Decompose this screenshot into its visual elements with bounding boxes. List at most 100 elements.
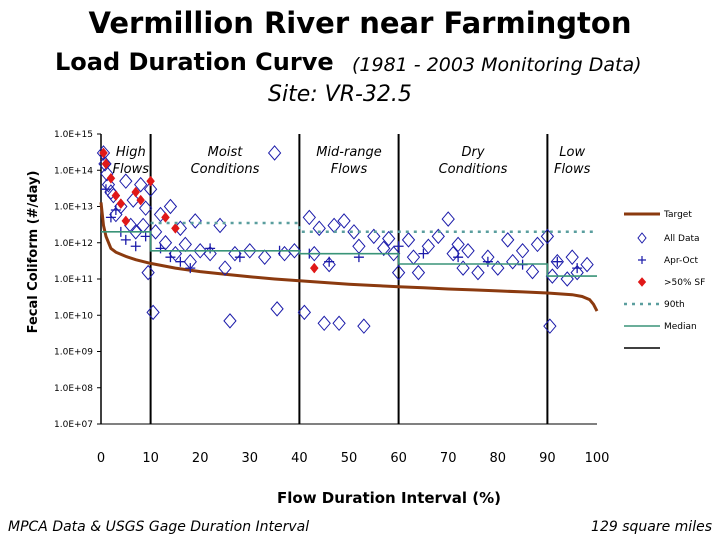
data-point-all — [391, 264, 406, 281]
data-point-apr-oct — [100, 184, 111, 195]
x-axis-label: Flow Duration Interval (%) — [277, 489, 501, 507]
data-point-all — [441, 211, 455, 227]
series-line-90th — [150, 221, 597, 234]
data-point-all — [431, 228, 445, 245]
x-tick-label: 20 — [192, 451, 209, 466]
data-point-high-sf — [101, 158, 111, 170]
legend-median-label: Median — [664, 322, 697, 332]
data-point-all — [193, 243, 207, 259]
x-tick-label: 0 — [97, 451, 105, 466]
data-point-all — [377, 240, 391, 257]
y-tick-label: 1.0E+15 — [54, 130, 93, 140]
chart-title: Vermillion River near Farmington — [88, 6, 632, 40]
data-point-all — [491, 260, 505, 276]
legend-apr-oct-label: Apr-Oct — [664, 256, 699, 266]
legend-apr-oct-swatch — [638, 256, 646, 264]
x-tick-label: 30 — [242, 451, 259, 466]
chart-subtitle: Load Duration Curve — [55, 48, 334, 76]
data-point-all — [506, 253, 520, 270]
data-point-all — [307, 245, 321, 262]
data-point-all — [134, 176, 148, 193]
data-point-all — [312, 220, 326, 237]
zone-label: High — [116, 145, 146, 160]
data-point-all — [143, 181, 158, 197]
data-point-all — [570, 264, 584, 281]
zone-label: Flows — [113, 162, 150, 177]
data-point-all — [347, 224, 361, 240]
zone-label: Dry — [461, 145, 484, 160]
data-point-all — [163, 198, 178, 215]
x-tick-label: 60 — [390, 451, 407, 466]
data-point-all — [277, 245, 292, 262]
data-point-all — [352, 238, 366, 255]
data-point-high-sf — [131, 186, 141, 198]
x-tick-label: 100 — [585, 451, 610, 466]
data-point-all — [545, 268, 560, 284]
y-tick-label: 1.0E+12 — [54, 239, 93, 249]
data-point-all — [153, 206, 168, 223]
data-point-apr-oct — [105, 212, 116, 223]
data-point-apr-oct — [140, 231, 151, 242]
data-point-high-sf — [121, 215, 131, 227]
data-point-all — [136, 217, 150, 234]
zone-label: Moist — [208, 145, 244, 160]
data-point-apr-oct — [482, 256, 493, 267]
data-point-all — [332, 315, 346, 332]
data-point-all — [270, 301, 284, 317]
data-point-high-sf — [106, 172, 116, 184]
zone-label: Flows — [554, 162, 591, 177]
data-point-all — [560, 271, 574, 287]
x-tick-label: 50 — [341, 451, 358, 466]
data-point-all — [178, 236, 192, 253]
data-point-all — [501, 232, 515, 248]
data-point-apr-oct — [175, 256, 186, 267]
data-point-all — [218, 260, 232, 276]
data-point-all — [543, 318, 557, 334]
data-point-all — [188, 213, 202, 229]
zone-label: Conditions — [439, 162, 508, 177]
series-line-median — [101, 231, 597, 277]
data-point-all — [382, 230, 396, 247]
data-point-all — [129, 224, 143, 240]
data-point-all — [451, 236, 465, 253]
zone-label: Mid-range — [316, 145, 382, 160]
data-point-apr-oct — [155, 243, 166, 254]
data-point-all — [317, 315, 331, 332]
y-tick-label: 1.0E+11 — [54, 275, 93, 285]
y-tick-label: 1.0E+08 — [54, 384, 93, 394]
data-point-apr-oct — [205, 243, 216, 254]
chart-site: Site: VR-32.5 — [268, 82, 412, 107]
data-point-all — [223, 313, 237, 329]
x-tick-label: 40 — [291, 451, 308, 466]
legend-target-label: Target — [663, 210, 692, 220]
data-point-apr-oct — [110, 205, 121, 216]
data-point-all — [138, 200, 153, 216]
data-point-all — [421, 238, 436, 255]
data-point-all — [550, 253, 564, 270]
data-point-all — [258, 249, 272, 265]
data-point-all — [287, 243, 302, 259]
data-point-all — [411, 264, 426, 281]
y-tick-label: 1.0E+07 — [54, 420, 93, 430]
data-point-apr-oct — [572, 263, 583, 274]
data-point-all — [530, 236, 545, 253]
series-line-target — [99, 202, 599, 312]
legend-90th-label: 90th — [664, 300, 685, 310]
y-tick-label: 1.0E+09 — [54, 348, 93, 358]
zone-label: Flows — [331, 162, 368, 177]
data-point-all — [228, 245, 242, 262]
y-tick-label: 1.0E+13 — [54, 203, 93, 213]
data-point-all — [386, 245, 401, 262]
y-tick-label: 1.0E+10 — [54, 311, 93, 321]
data-point-apr-oct — [393, 241, 404, 252]
data-point-high-sf — [116, 198, 126, 210]
data-point-all — [243, 243, 257, 259]
legend-all-data-label: All Data — [664, 234, 700, 244]
data-point-all — [461, 243, 475, 259]
data-point-all — [213, 217, 227, 234]
data-point-high-sf — [171, 222, 180, 234]
data-point-apr-oct — [453, 252, 464, 263]
x-tick-label: 10 — [142, 451, 159, 466]
data-point-all — [525, 263, 540, 280]
